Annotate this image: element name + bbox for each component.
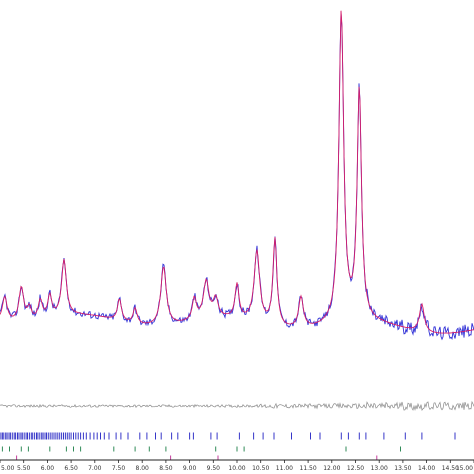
x-tick-label: 8.00 — [136, 465, 150, 472]
x-tick-label: 11.50 — [300, 465, 317, 472]
difference-curve-line — [0, 400, 474, 411]
calculated-pattern-line — [0, 10, 474, 334]
x-tick-label: 9.00 — [183, 465, 197, 472]
x-tick-label: 10.00 — [228, 465, 245, 472]
x-axis: 5.00 5.50 6.00 6.50 7.00 7.50 8.00 8.50 9.00 9.50… — [0, 460, 474, 472]
series-layer — [0, 10, 474, 411]
x-tick-label: 6.00 — [41, 465, 55, 472]
x-tick-label: 15.00 — [456, 465, 473, 472]
x-tick-label: 12.50 — [347, 465, 364, 472]
x-tick-label: 13.50 — [394, 465, 411, 472]
x-tick-label: 5.50 — [17, 465, 31, 472]
x-tick-label: 14.00 — [418, 465, 435, 472]
x-tick-label: 8.50 — [159, 465, 173, 472]
x-tick-label: 13.00 — [371, 465, 388, 472]
reflection-marker-layer — [0, 432, 456, 461]
x-tick-label: 9.50 — [207, 465, 221, 472]
x-tick-label: 14.50 — [442, 465, 459, 472]
x-tick-label: 5.00 — [1, 465, 15, 472]
x-tick-label: 7.00 — [88, 465, 102, 472]
x-tick-label: 6.50 — [64, 465, 78, 472]
x-tick-label: 12.00 — [323, 465, 340, 472]
observed-pattern-line — [0, 12, 474, 341]
x-tick-label: 11.00 — [276, 465, 293, 472]
x-tick-label: 7.50 — [112, 465, 126, 472]
x-tick-label: 10.50 — [252, 465, 269, 472]
